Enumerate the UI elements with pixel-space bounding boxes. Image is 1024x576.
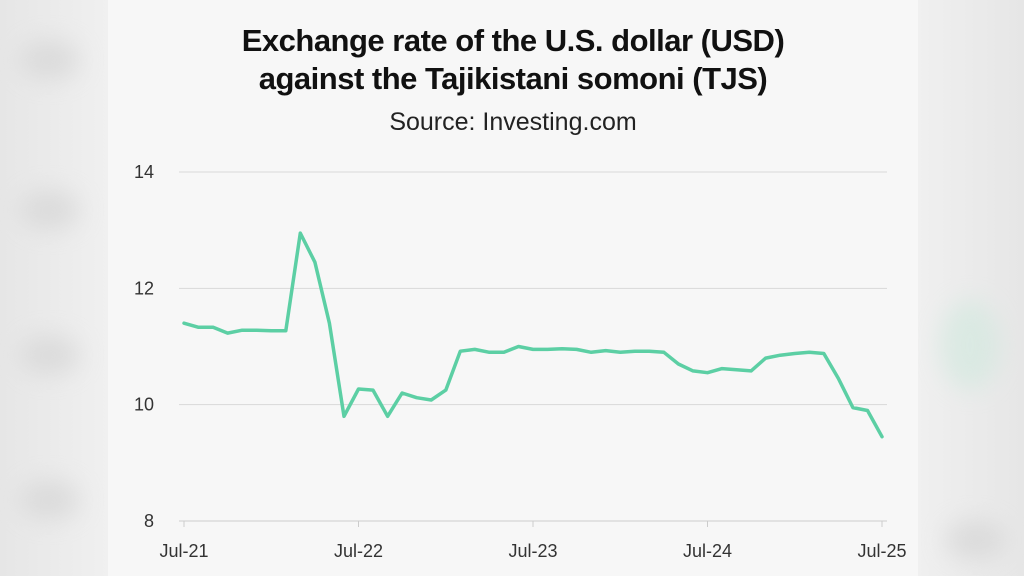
line-chart: 8 10 12 14 Jul-21 Jul-22 Jul-23 Jul-24 Jul-25 xyxy=(134,162,907,561)
series-layer xyxy=(182,231,884,439)
y-tick-label: 12 xyxy=(134,278,154,298)
background-blur-blob xyxy=(20,190,80,230)
background-blur-blob xyxy=(20,40,80,80)
background-blur-blob xyxy=(20,335,80,375)
right-background-panel xyxy=(914,0,1024,576)
y-tick-label: 10 xyxy=(134,395,154,415)
chart-title: Exchange rate of the U.S. dollar (USD) a… xyxy=(108,22,918,98)
background-blur-blob xyxy=(20,480,80,520)
gridlines xyxy=(179,171,887,406)
background-blur-blob xyxy=(945,520,1005,560)
series-line xyxy=(182,231,884,439)
x-tick-label: Jul-23 xyxy=(508,541,557,561)
x-tick-label: Jul-22 xyxy=(334,541,383,561)
y-tick-labels: 8 10 12 14 xyxy=(134,162,154,531)
x-axis xyxy=(179,520,887,527)
chart-title-line-1: Exchange rate of the U.S. dollar (USD) xyxy=(241,23,785,58)
x-tick-label: Jul-24 xyxy=(683,541,732,561)
background-blur-blob xyxy=(940,300,1000,390)
chart-subtitle: Source: Investing.com xyxy=(389,108,637,136)
x-tick-label: Jul-25 xyxy=(857,541,906,561)
y-tick-label: 14 xyxy=(134,162,154,182)
x-tick-label: Jul-21 xyxy=(159,541,208,561)
chart-title-line-2: against the Tajikistani somoni (TJS) xyxy=(258,61,768,96)
y-tick-label: 8 xyxy=(144,511,154,531)
x-tick-labels: Jul-21 Jul-22 Jul-23 Jul-24 Jul-25 xyxy=(159,541,906,561)
